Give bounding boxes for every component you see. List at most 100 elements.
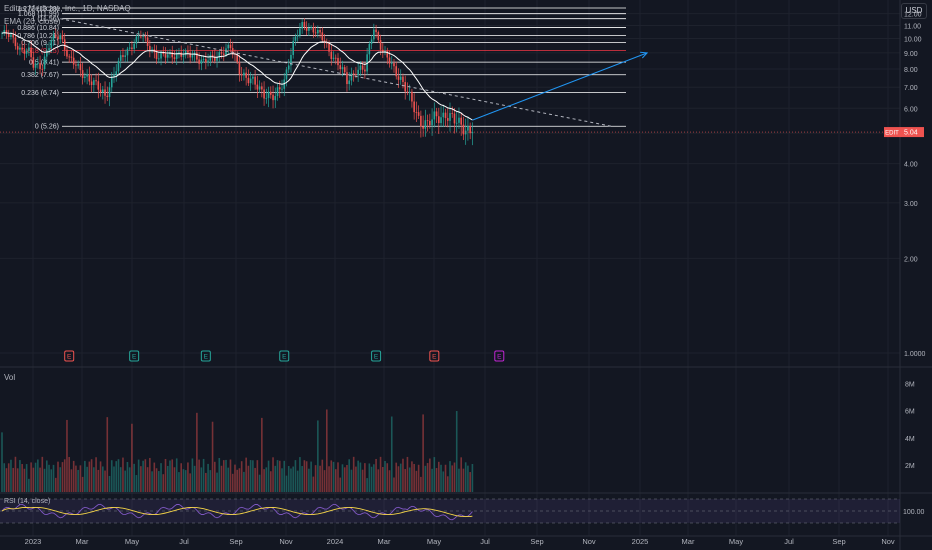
volume-bar xyxy=(469,472,471,492)
volume-bar xyxy=(70,469,73,492)
candle-body xyxy=(458,117,460,123)
candle-body xyxy=(229,44,232,49)
candle-body xyxy=(220,52,223,54)
candle-body xyxy=(417,112,420,116)
volume-bar xyxy=(23,468,26,492)
volume-bar xyxy=(317,420,319,492)
x-tick-label: Nov xyxy=(279,537,293,546)
x-tick-label: Nov xyxy=(881,537,895,546)
volume-bar xyxy=(444,464,447,492)
volume-bar xyxy=(424,465,427,492)
volume-bar xyxy=(3,463,6,492)
volume-bar xyxy=(308,468,310,492)
volume-bar xyxy=(211,421,214,492)
candle-body xyxy=(444,112,447,119)
volume-bar xyxy=(234,464,236,492)
volume-bar xyxy=(299,457,301,492)
volume-bar xyxy=(158,471,160,492)
earnings-event-marker[interactable] xyxy=(371,350,382,362)
candle-body xyxy=(368,43,371,55)
volume-bar xyxy=(41,456,44,492)
fib-retracement[interactable]: 1.272 (13.28)1.068 (11.99)1 (11.56) 0.886… xyxy=(17,6,626,131)
symbol-title: Editas Medicine, Inc., 1D, NASDAQ xyxy=(4,4,131,13)
candle-body xyxy=(455,122,458,124)
volume-bar xyxy=(395,462,398,492)
volume-bar xyxy=(393,477,395,492)
candle-body xyxy=(52,34,55,41)
candle-body xyxy=(200,59,203,64)
volume-tick: 8M xyxy=(905,382,915,389)
volume-bar xyxy=(19,460,21,492)
volume-bar xyxy=(86,466,88,492)
volume-bar xyxy=(267,460,270,492)
volume-bar xyxy=(467,465,469,492)
volume-bar xyxy=(256,460,259,492)
candle-body xyxy=(119,55,122,61)
candle-body xyxy=(467,126,469,131)
price-candles xyxy=(1,18,474,146)
candle-body xyxy=(70,56,73,58)
earnings-event-label: E xyxy=(67,354,72,361)
candle-body xyxy=(59,35,62,40)
earnings-event-marker[interactable] xyxy=(64,350,75,362)
volume-bar xyxy=(126,461,129,492)
volume-bar xyxy=(77,469,79,492)
candle-body xyxy=(97,81,100,90)
candle-body xyxy=(48,48,50,51)
candle-body xyxy=(245,72,247,78)
earnings-event-marker[interactable] xyxy=(279,350,290,362)
volume-bar xyxy=(270,471,272,492)
candle-body xyxy=(110,76,113,88)
candle-body xyxy=(413,101,415,113)
volume-bar xyxy=(14,456,17,492)
earnings-event-marker[interactable] xyxy=(494,350,505,362)
volume-bar xyxy=(142,460,144,492)
volume-bar xyxy=(225,459,227,492)
earnings-event-marker[interactable] xyxy=(129,350,140,362)
earnings-event-marker[interactable] xyxy=(200,350,211,362)
volume-bar xyxy=(63,459,66,492)
volume-bar xyxy=(32,467,35,492)
candle-body xyxy=(254,76,256,85)
currency-button[interactable]: USD xyxy=(901,3,927,19)
volume-bar xyxy=(305,461,308,492)
volume-bar xyxy=(12,467,14,492)
candle-body xyxy=(25,50,28,54)
x-tick-label: Jul xyxy=(480,537,490,546)
candle-body xyxy=(446,118,449,121)
volume-bar xyxy=(110,460,113,492)
volume-bar xyxy=(7,463,10,492)
price-tick-label: 7.00 xyxy=(904,85,918,92)
candle-body xyxy=(375,29,377,33)
volume-bar xyxy=(352,456,355,492)
volume-bar xyxy=(189,473,191,492)
candle-body xyxy=(249,78,252,84)
volume-bar xyxy=(124,470,126,492)
volume-bar xyxy=(446,476,449,492)
volume-bar xyxy=(366,478,368,492)
candle-body xyxy=(189,52,191,58)
volume-bar xyxy=(328,466,330,492)
volume-bar xyxy=(149,457,151,492)
candle-body xyxy=(162,52,165,55)
volume-bar xyxy=(229,459,232,492)
candle-body xyxy=(397,76,400,80)
earnings-event-marker[interactable] xyxy=(429,350,440,362)
candle-body xyxy=(319,29,321,33)
candle-body xyxy=(46,50,48,57)
fib-level-label: 0.706 (9.71) xyxy=(21,40,59,47)
candle-body xyxy=(337,57,339,66)
volume-bar xyxy=(261,417,263,492)
candle-body xyxy=(34,63,37,68)
volume-bar xyxy=(81,476,84,492)
candle-body xyxy=(294,36,297,41)
ema-legend[interactable]: EMA (20, close) xyxy=(4,17,61,26)
last-price-symbol: EDIT xyxy=(885,131,899,137)
volume-bar xyxy=(350,469,353,492)
candle-body xyxy=(178,52,180,54)
candle-body xyxy=(104,89,106,96)
volume-bar xyxy=(377,469,380,492)
volume-bar xyxy=(238,468,241,492)
